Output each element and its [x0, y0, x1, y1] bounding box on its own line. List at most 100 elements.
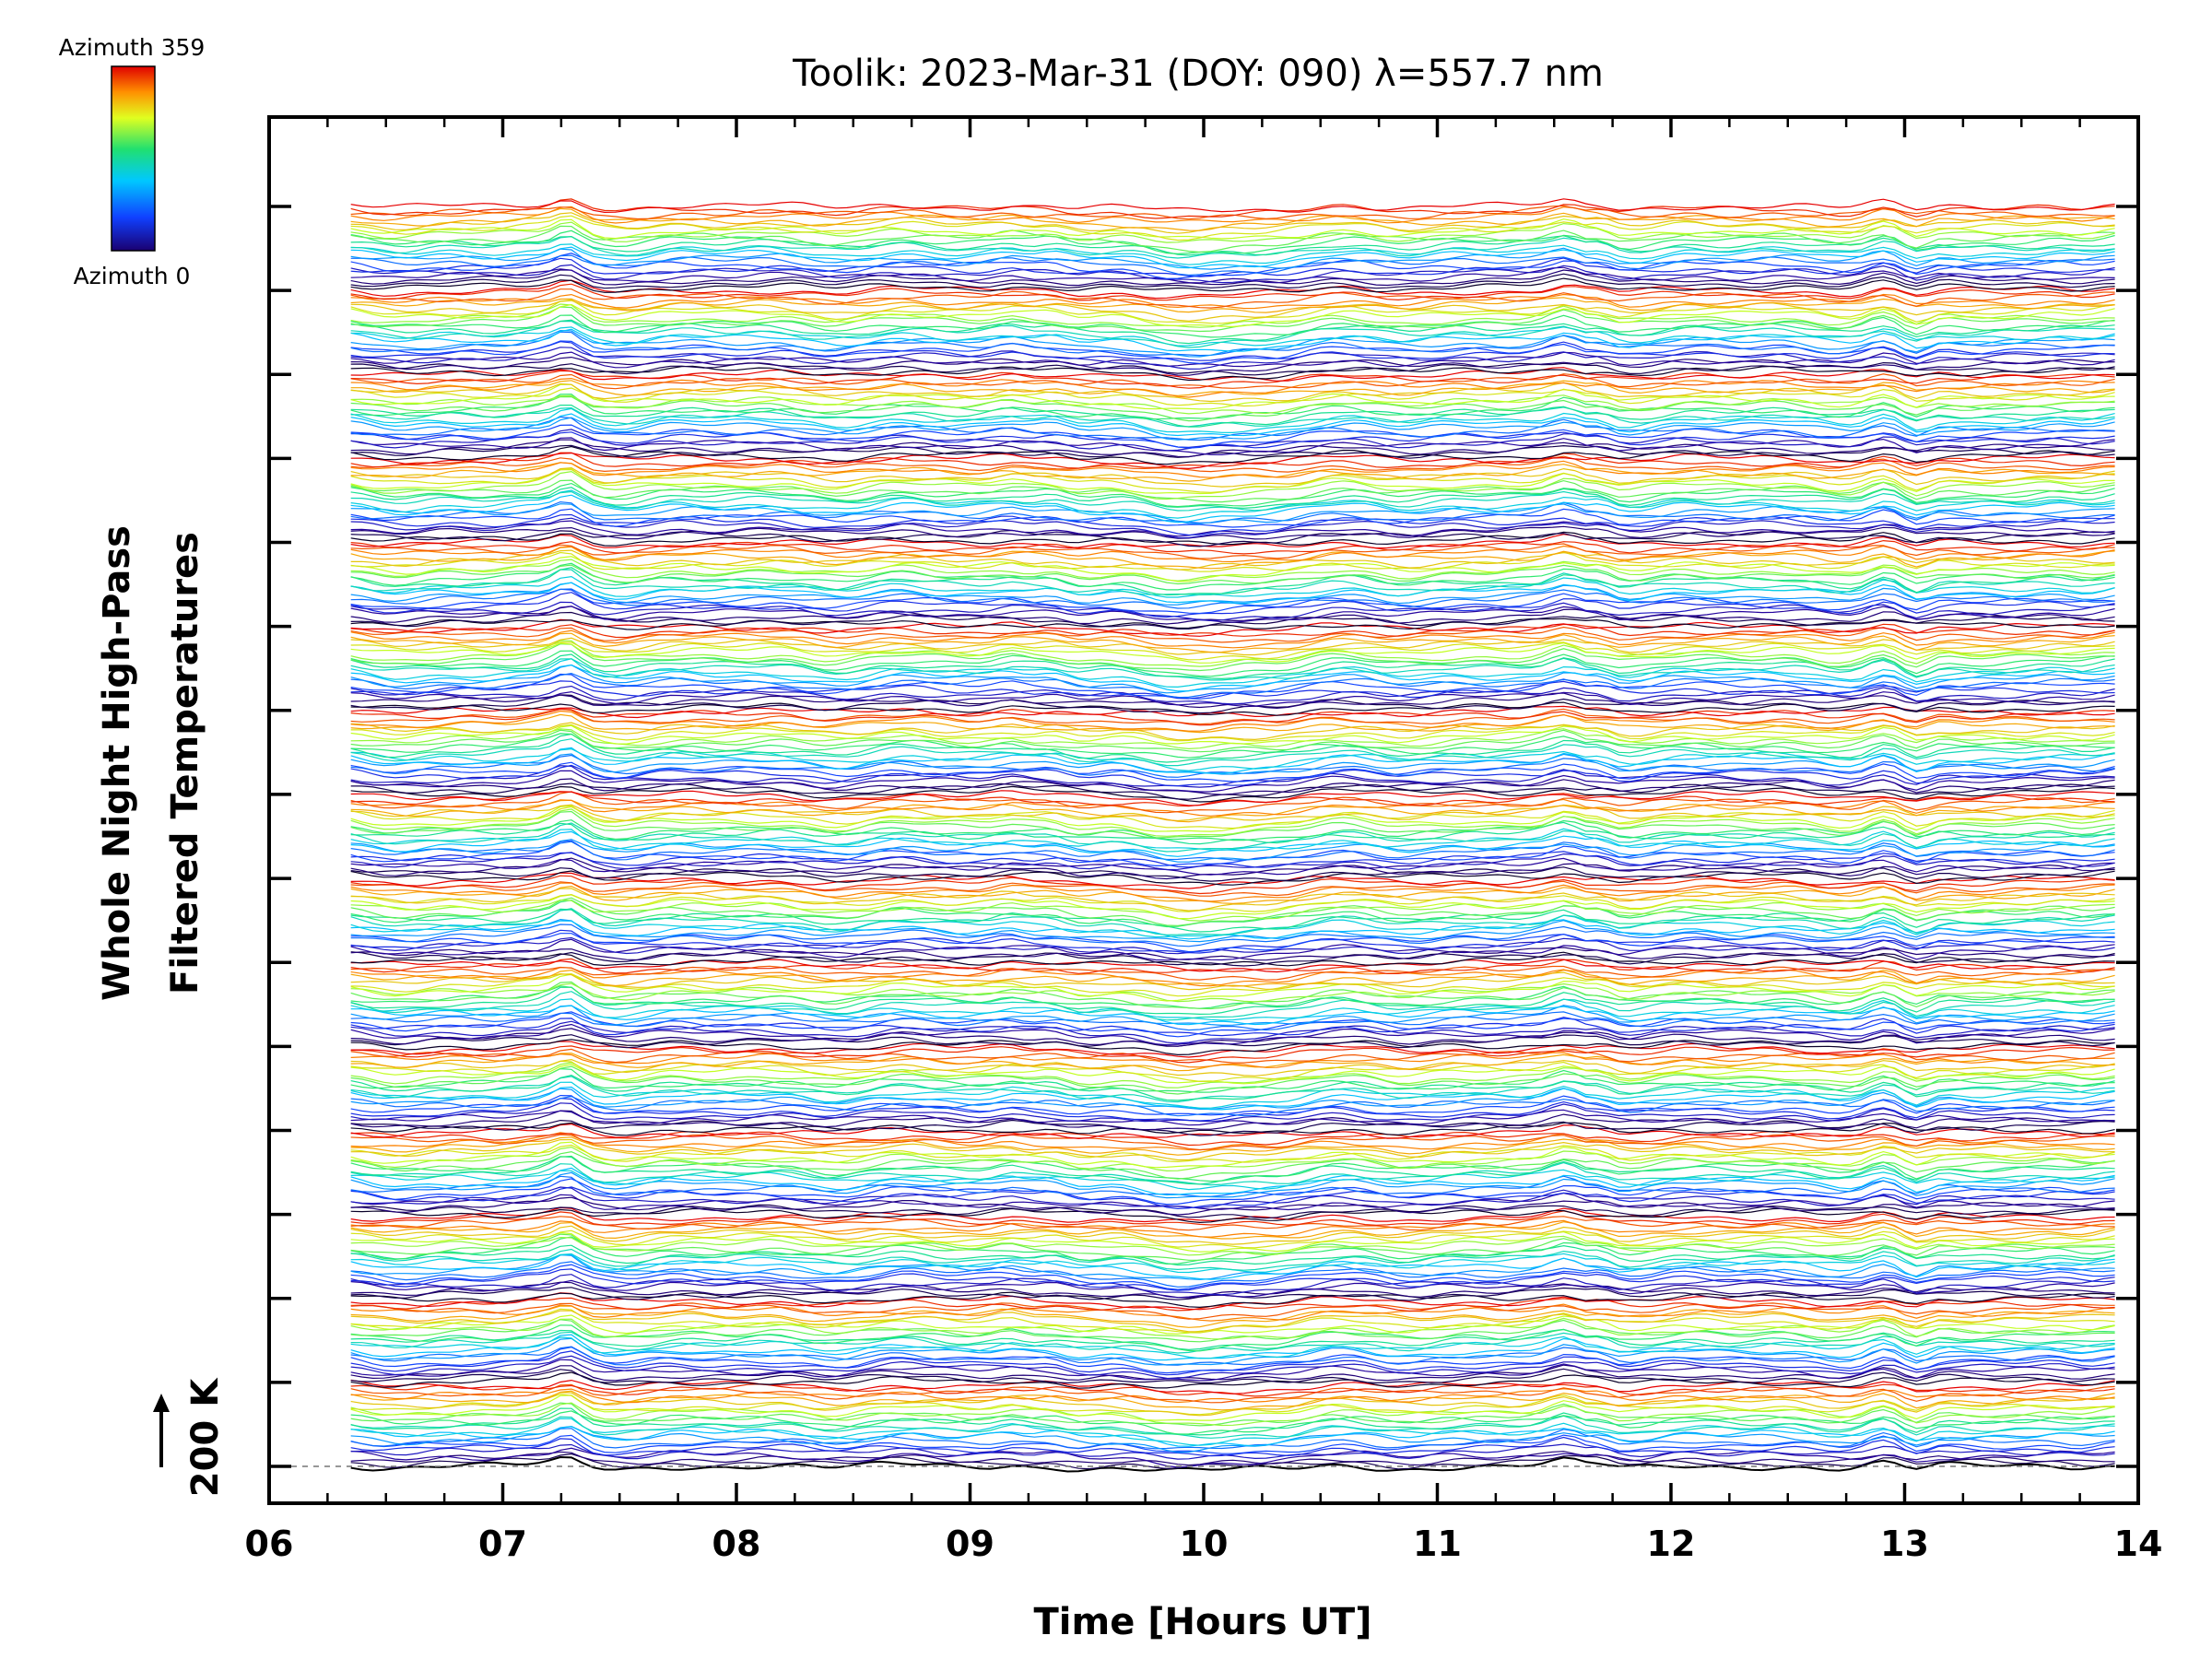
azimuth-trace: [350, 623, 2115, 639]
azimuth-trace: [350, 986, 2115, 1016]
azimuth-trace: [350, 1058, 2115, 1077]
azimuth-trace: [350, 1305, 2115, 1328]
azimuth-trace: [350, 424, 2115, 449]
azimuth-trace: [350, 899, 2115, 928]
azimuth-trace: [350, 283, 2115, 301]
azimuth-trace: [350, 708, 2115, 725]
azimuth-trace: [350, 821, 2115, 845]
azimuth-trace: [350, 701, 2115, 716]
azimuth-trace: [350, 377, 2115, 398]
azimuth-trace: [350, 559, 2115, 582]
azimuth-trace: [350, 808, 2115, 837]
azimuth-trace: [350, 531, 2115, 547]
azimuth-trace: [350, 785, 2115, 803]
azimuth-trace: [350, 882, 2115, 902]
azimuth-trace: [350, 367, 2115, 382]
azimuth-trace: [350, 1109, 2115, 1126]
azimuth-trace: [350, 641, 2115, 661]
azimuth-trace: [350, 462, 2115, 482]
azimuth-trace: [350, 326, 2115, 347]
azimuth-trace: [350, 1169, 2115, 1191]
azimuth-trace: [350, 770, 2115, 793]
azimuth-trace: [350, 1248, 2115, 1271]
azimuth-trace: [350, 1039, 2115, 1056]
y-axis-label-line1: Whole Night High-Pass: [96, 525, 138, 1001]
azimuth-trace: [350, 1186, 2115, 1209]
azimuth-trace: [350, 761, 2115, 782]
azimuth-trace: [350, 1346, 2115, 1366]
azimuth-trace: [350, 288, 2115, 309]
azimuth-trace: [350, 851, 2115, 868]
azimuth-trace: [350, 1235, 2115, 1256]
azimuth-trace: [350, 705, 2115, 719]
azimuth-trace: [350, 341, 2115, 361]
azimuth-trace: [350, 235, 2115, 259]
azimuth-trace: [350, 198, 2115, 214]
azimuth-trace: [350, 738, 2115, 767]
azimuth-trace: [350, 1292, 2115, 1311]
scale-bar-arrowhead: [153, 1394, 170, 1412]
azimuth-trace: [350, 601, 2115, 622]
azimuth-trace: [350, 503, 2115, 524]
azimuth-trace: [350, 1138, 2115, 1161]
azimuth-trace: [350, 951, 2115, 967]
azimuth-trace: [350, 235, 2115, 256]
azimuth-trace: [350, 1310, 2115, 1333]
azimuth-trace: [350, 1023, 2115, 1046]
azimuth-trace: [350, 416, 2115, 441]
azimuth-trace: [350, 650, 2115, 677]
azimuth-trace: [350, 1216, 2115, 1231]
azimuth-trace: [350, 918, 2115, 943]
azimuth-trace: [350, 206, 2115, 224]
azimuth-trace: [350, 429, 2115, 452]
scale-bar-label: 200 K: [184, 1377, 227, 1497]
azimuth-trace: [350, 658, 2115, 688]
azimuth-trace: [350, 1028, 2115, 1047]
azimuth-trace: [350, 1161, 2115, 1186]
azimuth-trace: [350, 517, 2115, 539]
azimuth-trace: [350, 870, 2115, 886]
azimuth-trace: [350, 782, 2115, 800]
azimuth-trace: [350, 1334, 2115, 1361]
azimuth-trace: [350, 243, 2115, 265]
azimuth-trace: [350, 300, 2115, 322]
azimuth-trace: [350, 857, 2115, 880]
azimuth-trace: [350, 225, 2115, 253]
x-axis: 06 07 08 09 10 11 12 13 14: [245, 117, 2163, 1564]
azimuth-trace: [350, 632, 2115, 653]
azimuth-trace: [350, 508, 2115, 528]
azimuth-trace: [350, 266, 2115, 284]
azimuth-trace: [350, 640, 2115, 667]
azimuth-trace: [350, 314, 2115, 338]
azimuth-trace: [350, 1355, 2115, 1380]
azimuth-trace: [350, 708, 2115, 726]
azimuth-trace: [350, 629, 2115, 649]
azimuth-trace: [350, 857, 2115, 876]
azimuth-trace: [350, 606, 2115, 625]
colorbar-legend: Azimuth 359 Azimuth 0: [59, 34, 206, 289]
y-axis-ticks: [269, 205, 2138, 1468]
azimuth-trace: [350, 534, 2115, 549]
azimuth-trace: [350, 439, 2115, 458]
azimuth-trace: [350, 1122, 2115, 1136]
azimuth-trace: [350, 198, 2115, 219]
azimuth-trace: [350, 564, 2115, 585]
azimuth-trace: [350, 765, 2115, 788]
azimuth-trace: [350, 1415, 2115, 1439]
azimuth-trace: [350, 1371, 2115, 1389]
azimuth-trace: [350, 618, 2115, 630]
azimuth-trace: [350, 407, 2115, 434]
azimuth-trace: [350, 1359, 2115, 1382]
azimuth-trace: [350, 1053, 2115, 1072]
colorbar-bottom-label: Azimuth 0: [74, 263, 191, 289]
azimuth-trace: [350, 965, 2115, 981]
azimuth-trace: [350, 1451, 2115, 1466]
azimuth-trace: [350, 212, 2115, 234]
azimuth-trace: [350, 1011, 2115, 1038]
azimuth-trace: [350, 303, 2115, 328]
azimuth-trace: [350, 1346, 2115, 1374]
azimuth-trace: [350, 1297, 2115, 1312]
x-tick-label: 14: [2114, 1524, 2163, 1564]
azimuth-trace: [350, 1186, 2115, 1210]
azimuth-trace: [350, 958, 2115, 974]
